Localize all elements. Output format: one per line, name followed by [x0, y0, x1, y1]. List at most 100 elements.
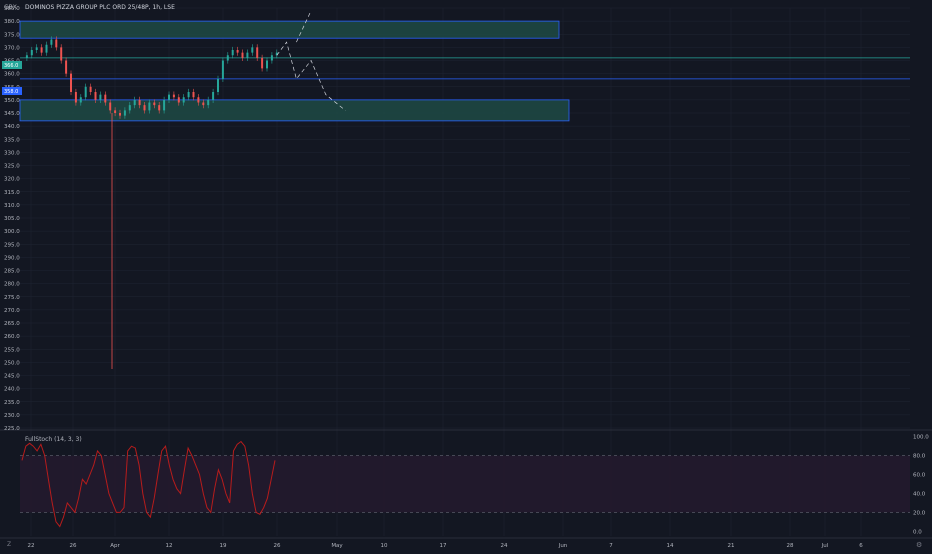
- candle-body: [138, 99, 141, 106]
- time-tick-label: 28: [787, 543, 794, 549]
- time-tick-label: 7: [609, 543, 613, 549]
- stoch-tick-label: 100.0: [913, 435, 929, 441]
- candle-body: [35, 47, 38, 50]
- symbol-title[interactable]: DOMINOS PIZZA GROUP PLC ORD 25/48P, 1h, …: [25, 4, 175, 11]
- candle-body: [123, 110, 126, 116]
- stoch-tick-label: 40.0: [913, 491, 926, 497]
- price-tag-lower-text: 358.0: [4, 89, 18, 95]
- price-tick-label: 230.0: [4, 413, 20, 419]
- stoch-axis[interactable]: 100.0 80.0 60.0 40.0 20.0 0.0: [913, 435, 929, 536]
- price-tick-label: 380.0: [4, 19, 20, 25]
- candle-body: [202, 102, 205, 106]
- price-tick-label: 320.0: [4, 177, 20, 183]
- candle-body: [128, 105, 131, 111]
- price-tick-label: 385.0: [4, 6, 20, 12]
- price-tick-label: 335.0: [4, 137, 20, 143]
- price-tick-label: 330.0: [4, 150, 20, 156]
- time-tick-label: 12: [166, 543, 173, 549]
- price-tick-label: 325.0: [4, 164, 20, 170]
- candle-body: [266, 60, 268, 69]
- candle-body: [221, 60, 224, 79]
- candle-body: [246, 52, 249, 58]
- candle-body: [79, 97, 82, 103]
- candle-body: [55, 39, 58, 48]
- price-tick-label: 235.0: [4, 400, 20, 406]
- candle-body: [70, 73, 72, 92]
- price-tick-label: 250.0: [4, 360, 20, 366]
- price-tag-upper-text: 366.0: [4, 63, 18, 69]
- logo-icon[interactable]: Z: [7, 541, 11, 548]
- price-tag-upper: 366.0: [2, 61, 22, 69]
- time-tick-label: May: [331, 543, 343, 549]
- stochastic-panel: [20, 440, 910, 528]
- candle-body: [60, 47, 63, 61]
- candle-body: [256, 47, 259, 58]
- projection-path-down[interactable]: [276, 41, 346, 111]
- time-tick-label: Apr: [110, 543, 120, 549]
- candle-body: [182, 97, 185, 103]
- projection-path-up[interactable]: [296, 10, 312, 43]
- stoch-tick-label: 0.0: [913, 529, 922, 535]
- price-tick-label: 255.0: [4, 347, 20, 353]
- candle-body: [114, 110, 117, 113]
- time-tick-label: 6: [859, 543, 863, 549]
- price-tick-label: 280.0: [4, 282, 20, 288]
- price-tick-label: 285.0: [4, 269, 20, 275]
- candle-body: [99, 94, 102, 100]
- candle-body: [84, 86, 87, 98]
- price-tick-label: 350.0: [4, 98, 20, 104]
- candle-body: [40, 47, 43, 53]
- stoch-tick-label: 80.0: [913, 454, 926, 460]
- candle-body: [158, 105, 161, 111]
- candle-body: [241, 52, 244, 58]
- price-tag-lower: 358.0: [2, 87, 22, 95]
- price-tick-label: 225.0: [4, 426, 20, 432]
- time-axis[interactable]: 22 26 Apr 12 19 26 May 10 17 24 Jun 7 14 21 28 Jul 6: [28, 543, 864, 549]
- time-tick-label: Jul: [821, 543, 829, 549]
- horizontal-lines: [20, 57, 910, 80]
- price-tick-label: 275.0: [4, 295, 20, 301]
- price-tick-label: 260.0: [4, 334, 20, 340]
- candle-body: [177, 97, 180, 103]
- candle-body: [217, 78, 219, 92]
- candle-body: [226, 55, 229, 61]
- candle-body: [119, 113, 121, 116]
- price-zone[interactable]: [19, 20, 560, 39]
- stoch-tick-label: 20.0: [913, 510, 926, 516]
- candle-body: [133, 99, 136, 106]
- candle-body: [89, 86, 92, 92]
- time-tick-label: 21: [728, 543, 735, 549]
- price-tick-label: 290.0: [4, 255, 20, 261]
- time-tick-label: Jun: [558, 543, 568, 549]
- price-tick-label: 245.0: [4, 374, 20, 380]
- price-tick-label: 305.0: [4, 216, 20, 222]
- price-tick-label: 295.0: [4, 242, 20, 248]
- currency-label: GBX: [4, 4, 17, 11]
- projection-path: [276, 10, 346, 111]
- candle-body: [163, 99, 166, 111]
- candle-body: [236, 50, 239, 53]
- candle-body: [192, 92, 195, 98]
- candle-body: [50, 39, 53, 45]
- price-tick-label: 300.0: [4, 229, 20, 235]
- price-tick-label: 310.0: [4, 203, 20, 209]
- time-tick-label: 24: [501, 543, 508, 549]
- time-tick-label: 14: [667, 543, 674, 549]
- candle-body: [25, 55, 28, 58]
- settings-icon[interactable]: ⚙: [916, 541, 922, 549]
- price-tick-label: 315.0: [4, 190, 20, 196]
- candle-body: [109, 102, 112, 111]
- indicator-label[interactable]: FullStoch (14, 3, 3): [25, 436, 82, 443]
- price-zone[interactable]: [19, 99, 570, 122]
- candle-body: [104, 94, 107, 103]
- time-tick-label: 26: [70, 543, 77, 549]
- price-tick-label: 270.0: [4, 308, 20, 314]
- candle-body: [148, 102, 151, 111]
- candle-body: [172, 94, 175, 98]
- candle-body: [153, 102, 156, 106]
- candle-body: [94, 92, 97, 100]
- candle-body: [187, 92, 190, 98]
- price-tick-label: 360.0: [4, 72, 20, 78]
- stoch-band: [20, 455, 910, 513]
